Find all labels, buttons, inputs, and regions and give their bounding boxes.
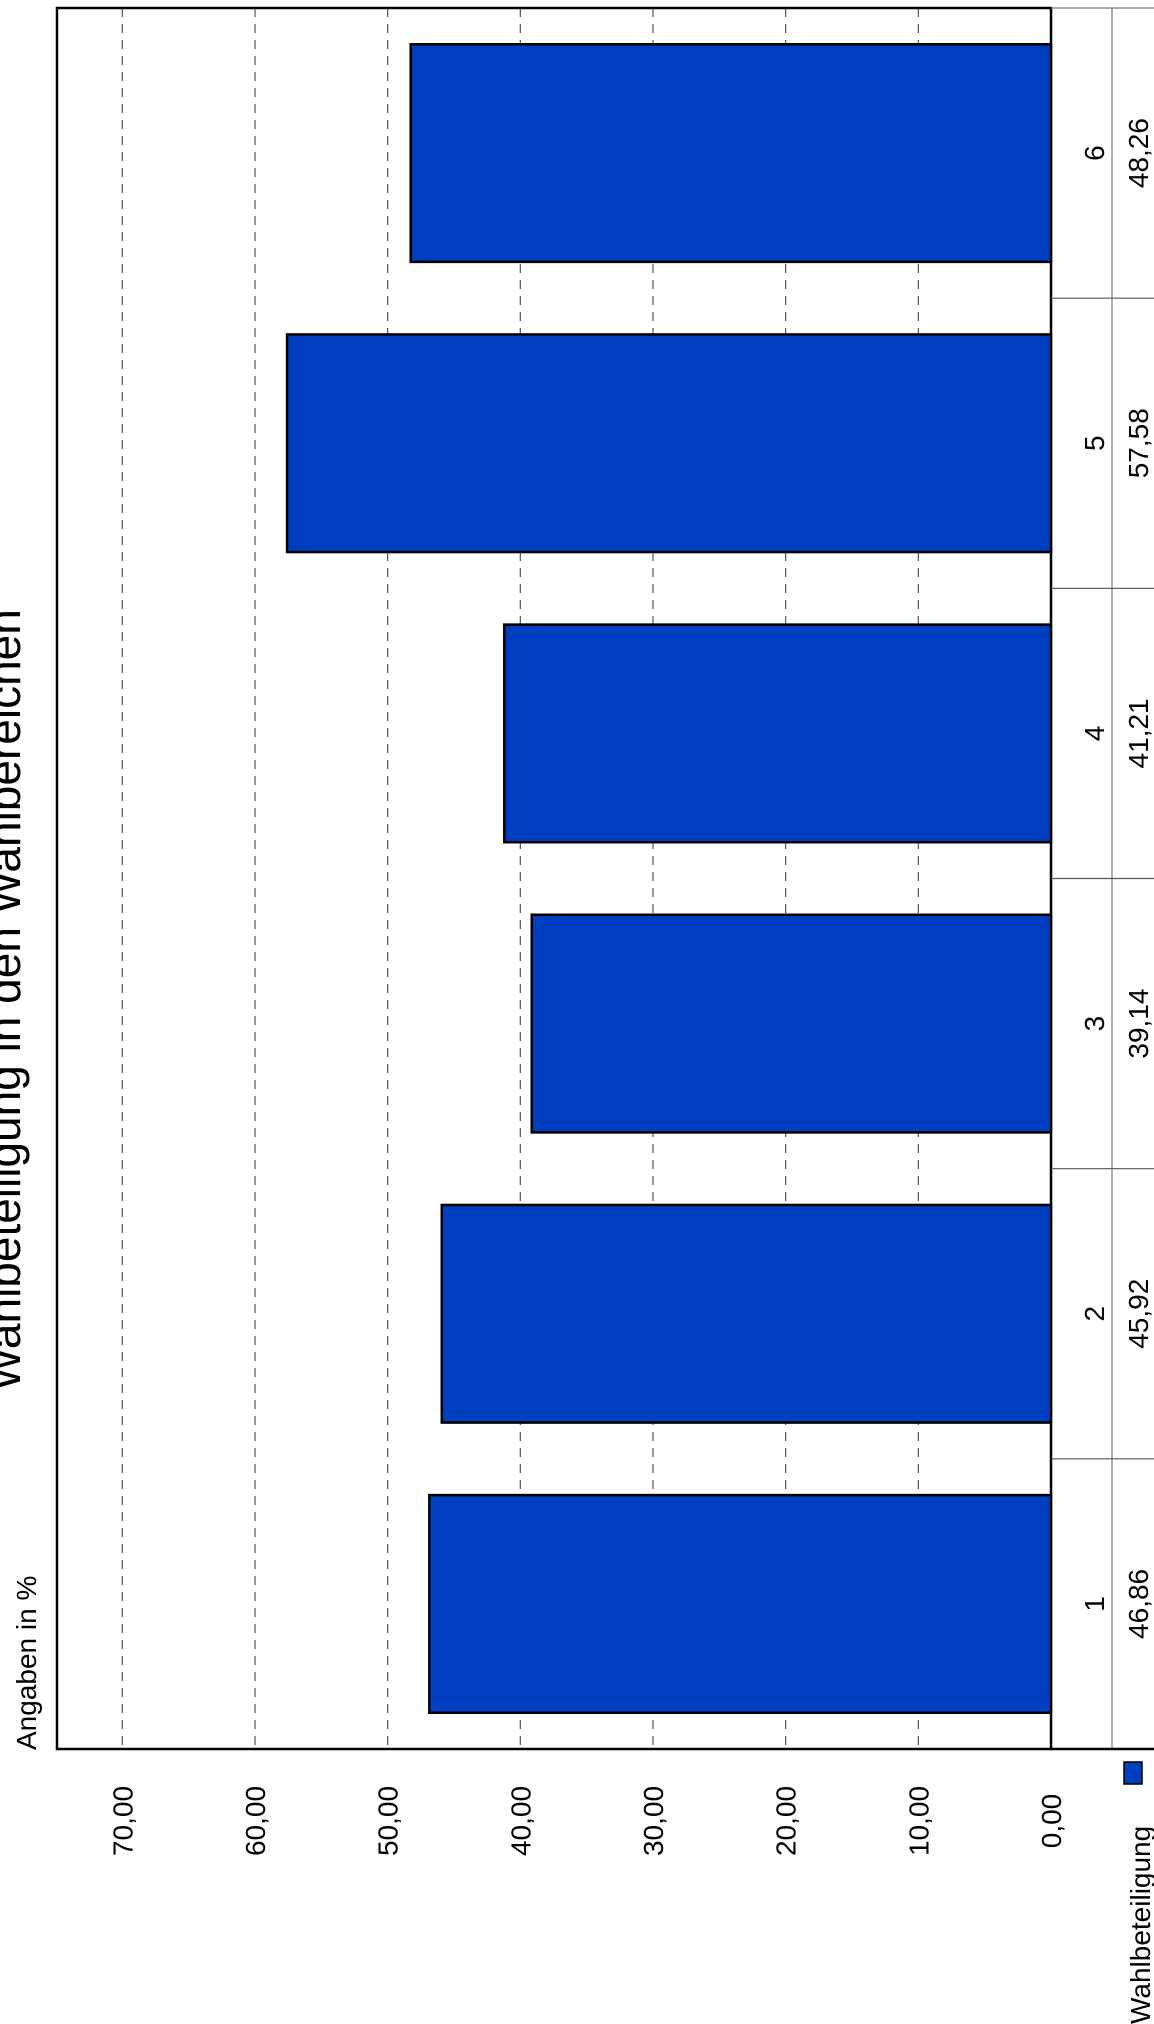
category-label: 2 [1079, 1306, 1110, 1322]
chart-title: Wahlbeteiligung in den Wahlbereichen [0, 609, 30, 1391]
tick-label: 20,00 [771, 1786, 802, 1856]
plot-frame [55, 6, 1053, 1751]
tick-label: 70,00 [107, 1786, 138, 1856]
data-label: 46,86 [1123, 1569, 1154, 1639]
category-label: 5 [1079, 435, 1110, 451]
tick-label: 50,00 [373, 1786, 404, 1856]
bar [428, 1493, 1053, 1714]
bar [503, 623, 1053, 844]
legend-swatch [1123, 1761, 1143, 1785]
legend-label: Wahlbeteiligung [1125, 1826, 1154, 2024]
bar [285, 333, 1053, 554]
tick-label: 0,00 [1036, 1794, 1067, 1849]
y-axis-label: Angaben in % [11, 1576, 42, 1750]
bar [440, 1203, 1053, 1424]
tick-label: 60,00 [240, 1786, 271, 1856]
bar [409, 43, 1053, 264]
data-label: 41,21 [1123, 698, 1154, 768]
tick-label: 10,00 [903, 1786, 934, 1856]
tick-label: 40,00 [505, 1786, 536, 1856]
data-label: 57,58 [1123, 408, 1154, 478]
category-label: 4 [1079, 726, 1110, 742]
bar [530, 913, 1053, 1134]
tick-label: 30,00 [638, 1786, 669, 1856]
data-label: 45,92 [1123, 1279, 1154, 1349]
category-label: 6 [1079, 145, 1110, 161]
plot-area: 1 46,86 2 45,92 3 39,14 4 41,21 5 57,58 6 48,26 0,00… [55, 6, 1154, 1856]
category-label: 1 [1079, 1596, 1110, 1612]
data-label: 48,26 [1123, 118, 1154, 188]
category-label: 3 [1079, 1016, 1110, 1032]
data-label: 39,14 [1123, 989, 1154, 1059]
legend: Wahlbeteiligung [1123, 1761, 1154, 2024]
